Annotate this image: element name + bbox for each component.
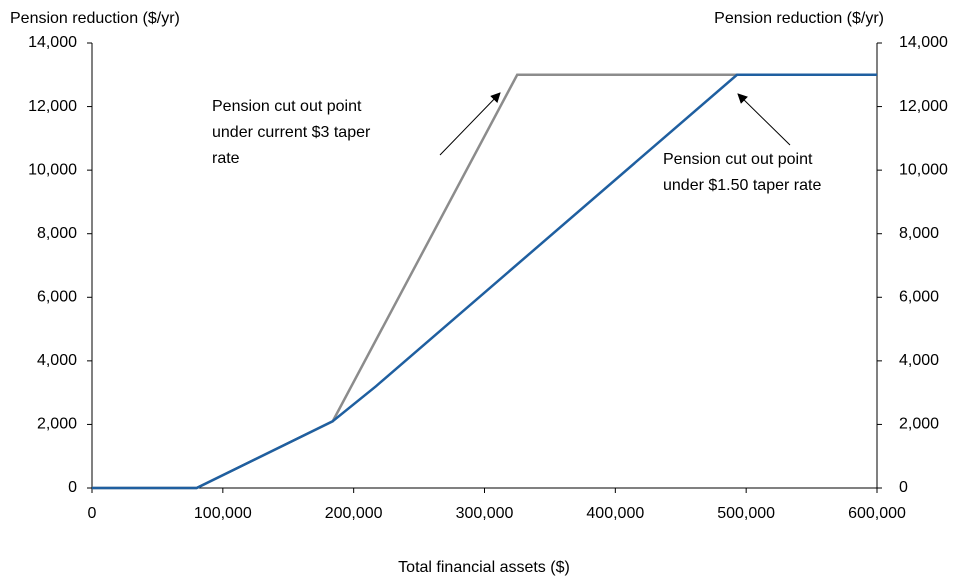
y-tick-label: 2,000 bbox=[37, 416, 77, 433]
y-tick-label: 6,000 bbox=[37, 289, 77, 306]
line bbox=[92, 73, 877, 490]
annotation: under current $3 taper bbox=[212, 124, 371, 141]
y2-tick-label: 12,000 bbox=[899, 98, 948, 115]
line bbox=[92, 73, 877, 490]
y-tick-label: 12,000 bbox=[28, 98, 77, 115]
annotation: Pension cut out point bbox=[663, 151, 813, 168]
y2-tick-label: 2,000 bbox=[899, 416, 939, 433]
y2-tick-label: 6,000 bbox=[899, 289, 939, 306]
x-tick-label: 600,000 bbox=[848, 505, 906, 522]
x-tick-label: 200,000 bbox=[325, 505, 383, 522]
x-tick-label: 300,000 bbox=[456, 505, 514, 522]
y2-tick-label: 10,000 bbox=[899, 161, 948, 178]
x-tick-label: 500,000 bbox=[717, 505, 775, 522]
annotation: rate bbox=[212, 150, 240, 167]
y-tick-label: 8,000 bbox=[37, 225, 77, 242]
y-tick-label: 0 bbox=[68, 479, 77, 496]
x-tick-label: 100,000 bbox=[194, 505, 252, 522]
annotation: under $1.50 taper rate bbox=[663, 177, 821, 194]
y2-axis-label: Pension reduction ($/yr) bbox=[714, 10, 884, 27]
x-tick-label: 0 bbox=[88, 505, 97, 522]
x-tick-label: 400,000 bbox=[586, 505, 644, 522]
annotation: Pension cut out point bbox=[212, 98, 362, 115]
y2-tick-label: 8,000 bbox=[899, 225, 939, 242]
y-tick-label: 14,000 bbox=[28, 34, 77, 51]
x-axis-label: Total financial assets ($) bbox=[398, 559, 570, 576]
y2-tick-label: 4,000 bbox=[899, 352, 939, 369]
y-tick-label: 10,000 bbox=[28, 161, 77, 178]
y-tick-label: 4,000 bbox=[37, 352, 77, 369]
arrow bbox=[737, 93, 791, 146]
y2-tick-label: 0 bbox=[899, 479, 908, 496]
y2-tick-label: 14,000 bbox=[899, 34, 948, 51]
arrow bbox=[439, 92, 501, 156]
y-axis-label: Pension reduction ($/yr) bbox=[10, 10, 180, 27]
